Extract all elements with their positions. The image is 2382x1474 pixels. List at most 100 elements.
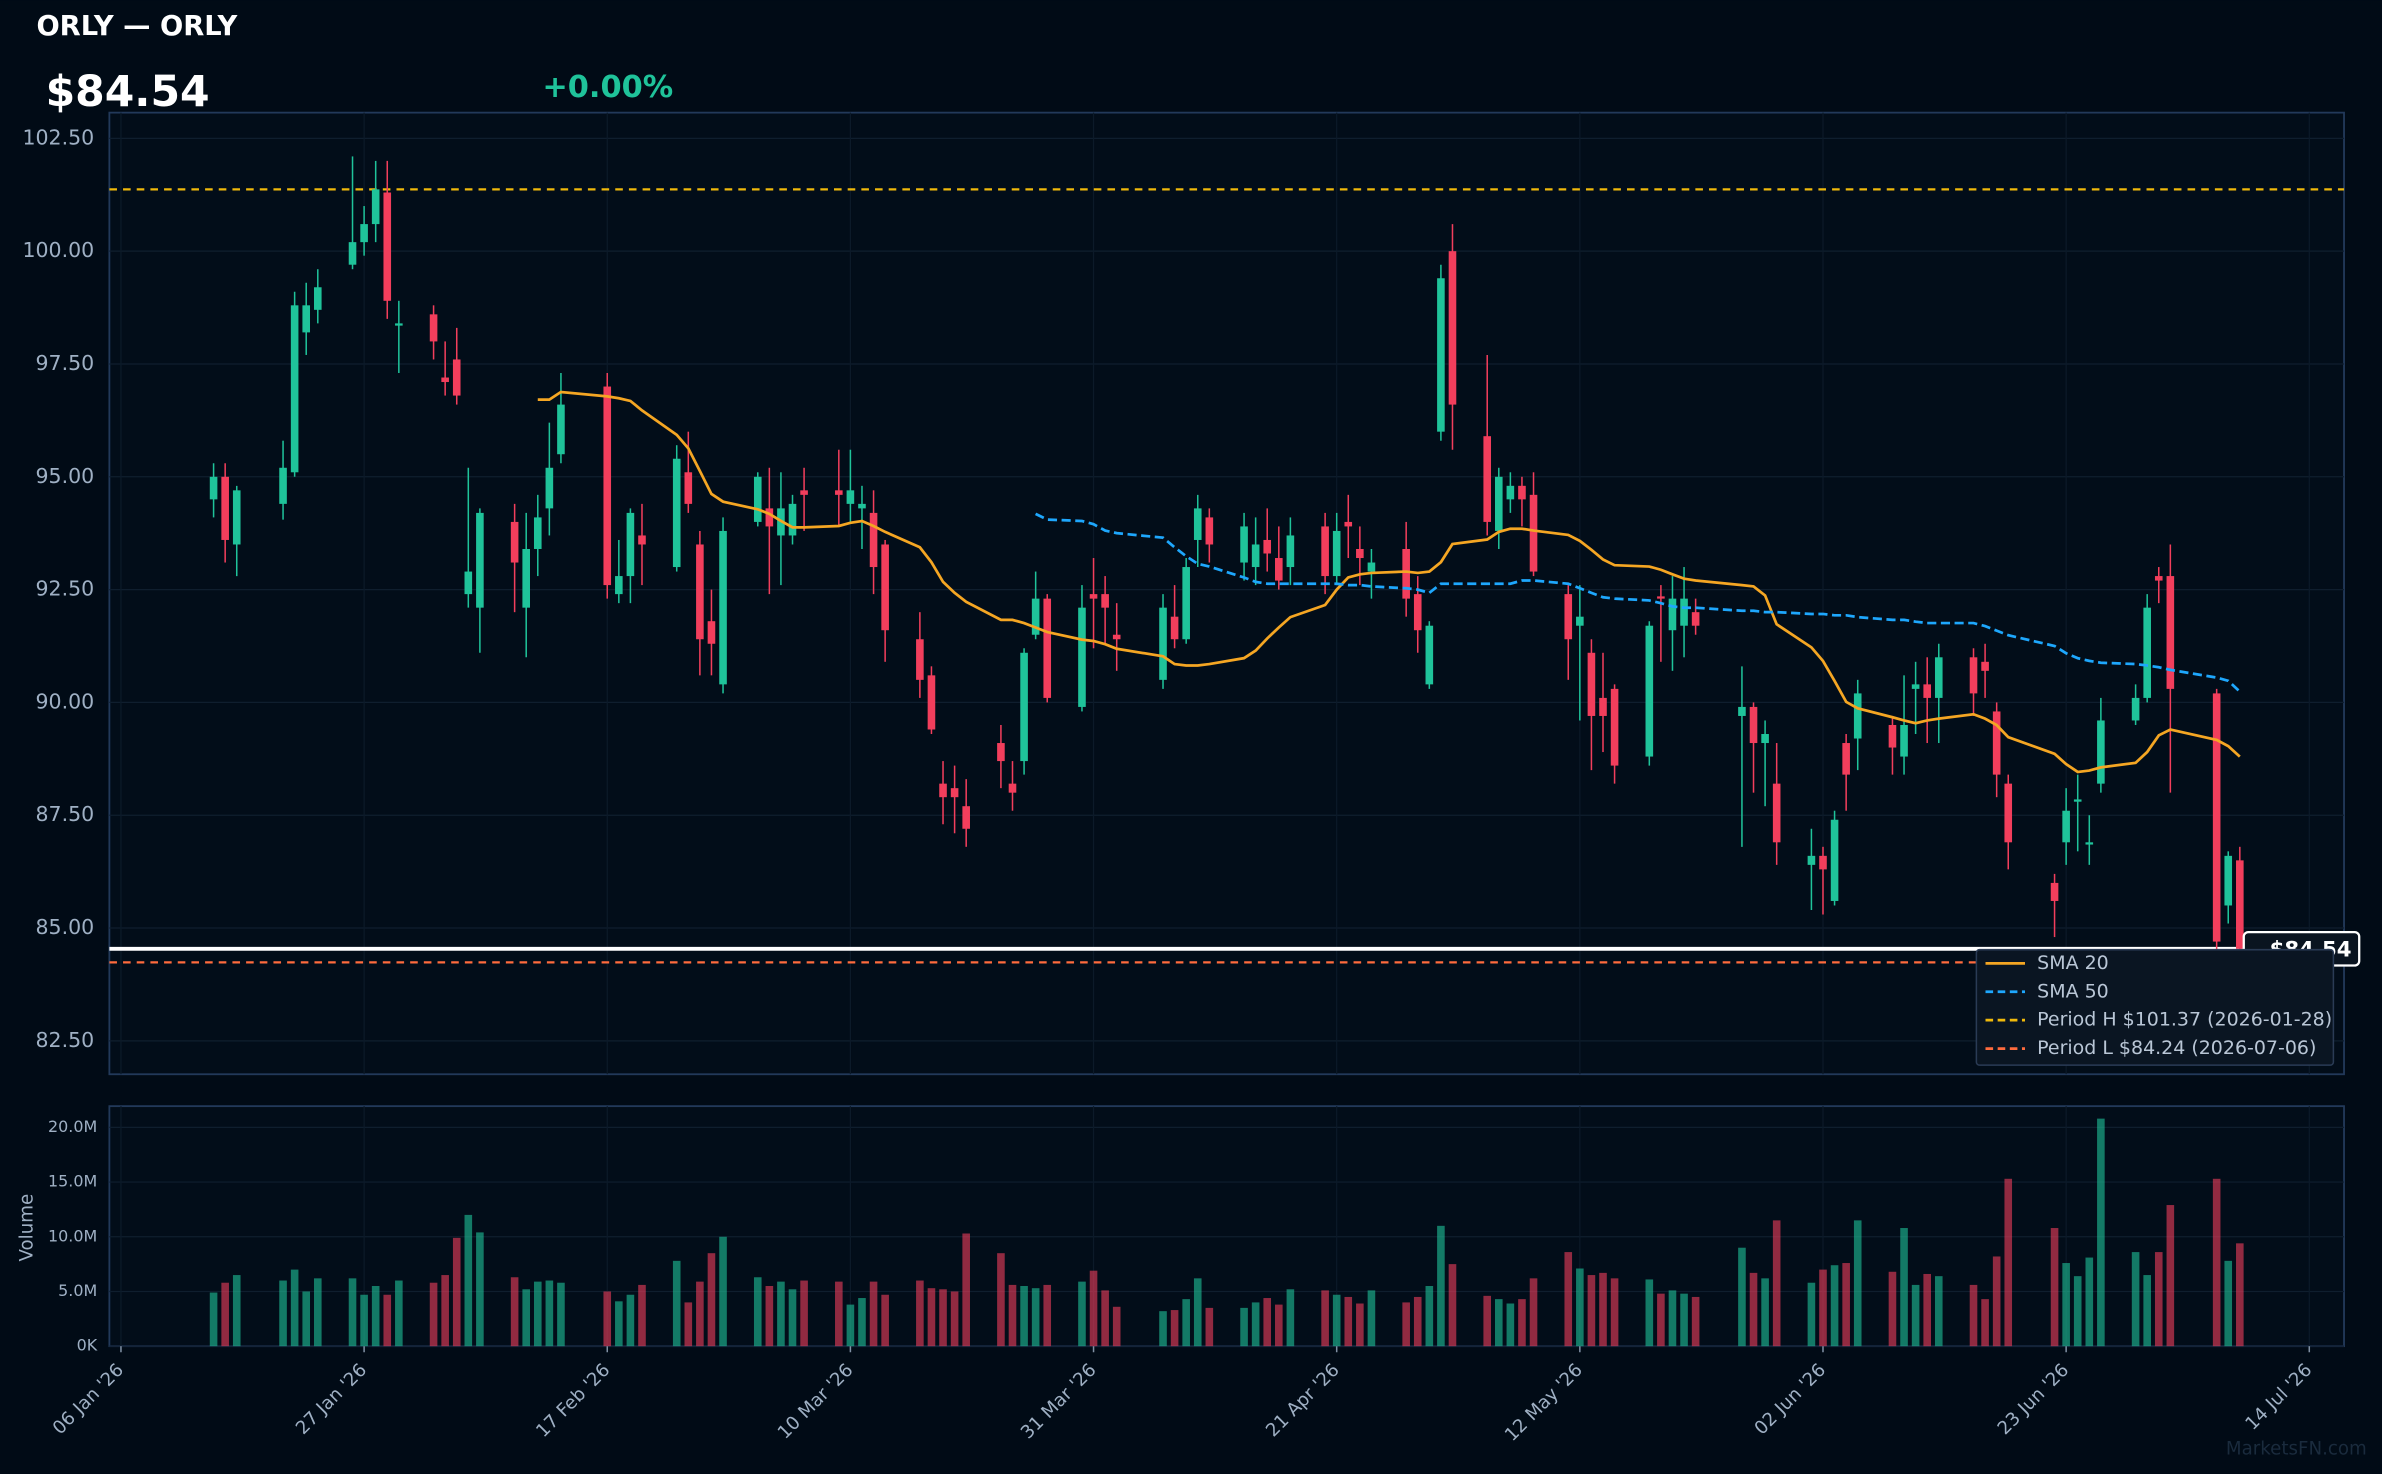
candle-body — [615, 576, 623, 595]
volume-axis-label: Volume — [16, 1194, 37, 1262]
volume-bar — [1413, 1296, 1422, 1347]
candle-body — [1587, 652, 1596, 716]
volume-bar — [1680, 1293, 1688, 1347]
candle-body — [464, 571, 473, 595]
candle-body — [1356, 548, 1364, 559]
candle-body — [1830, 819, 1839, 901]
candle-body — [522, 548, 531, 608]
volume-bar — [626, 1294, 635, 1347]
volume-bar — [672, 1260, 681, 1347]
volume-bar — [753, 1277, 762, 1347]
volume-bar — [348, 1278, 357, 1347]
volume-bar — [1483, 1295, 1492, 1347]
candle-body — [2212, 693, 2221, 942]
volume-bar — [1078, 1281, 1086, 1347]
candle-body — [881, 544, 889, 631]
volume-bar — [557, 1282, 565, 1347]
candle-body — [1738, 706, 1746, 716]
candle-body — [452, 359, 461, 396]
volume-bar — [1020, 1286, 1028, 1347]
candle-body — [1205, 517, 1214, 545]
candle-body — [1286, 535, 1295, 568]
volume-bar — [939, 1289, 947, 1347]
volume-bar — [1564, 1252, 1573, 1347]
candle-body — [1969, 657, 1978, 694]
candle-body — [2062, 810, 2070, 843]
candle-body — [1564, 594, 1573, 640]
candle-body — [1332, 530, 1341, 577]
volume-bar — [1900, 1228, 1908, 1347]
volume-bar — [858, 1298, 866, 1347]
last-price: $84.54 — [46, 68, 210, 117]
volume-bar — [1761, 1278, 1769, 1347]
volume-bar — [1842, 1263, 1850, 1347]
candle-body — [997, 743, 1005, 762]
candle-body — [1402, 548, 1410, 599]
volume-bar — [1807, 1282, 1816, 1347]
volume-bar — [1448, 1264, 1457, 1347]
volume-bar — [927, 1288, 936, 1347]
volume-bar — [2143, 1275, 2151, 1347]
candle-body — [696, 544, 704, 640]
volume-bar — [429, 1282, 438, 1347]
volume-bar — [1610, 1278, 1619, 1347]
candle-body — [557, 404, 565, 455]
volume-bar — [1193, 1278, 1202, 1347]
candle-body — [383, 192, 392, 301]
legend-box — [1975, 948, 2335, 1066]
candle-body — [1159, 607, 1167, 680]
candle-body — [719, 530, 727, 685]
candle-body — [290, 305, 299, 473]
volume-bar — [1170, 1310, 1179, 1347]
volume-bar — [1853, 1220, 1862, 1347]
candle-body — [1170, 616, 1179, 640]
legend-label: Period L $84.24 (2026-07-06) — [2037, 1037, 2316, 1059]
volume-bar — [1668, 1290, 1677, 1347]
y-tick-label: 90.00 — [35, 689, 94, 713]
candle-body — [927, 675, 936, 730]
volume-bar — [1286, 1289, 1295, 1347]
volume-bar — [881, 1294, 889, 1347]
volume-bar — [615, 1301, 623, 1347]
candle-body — [302, 305, 311, 333]
volume-bar — [2212, 1178, 2221, 1347]
volume-bar — [1367, 1290, 1376, 1347]
volume-tick-label: 15.0M — [48, 1172, 97, 1191]
volume-bar — [962, 1233, 970, 1347]
volume-bar — [510, 1277, 519, 1347]
volume-bar — [800, 1280, 808, 1347]
volume-bar — [2097, 1118, 2105, 1347]
candle-body — [1112, 634, 1121, 640]
candle-body — [1529, 494, 1538, 572]
y-tick-label: 82.50 — [35, 1028, 94, 1052]
candle-body — [2224, 855, 2233, 906]
volume-bar — [395, 1280, 403, 1347]
price-panel — [108, 111, 2345, 1076]
volume-bar — [1008, 1284, 1017, 1347]
y-tick-label: 102.50 — [22, 125, 94, 149]
volume-bar — [696, 1281, 704, 1347]
candle-body — [1275, 558, 1283, 581]
candle-body — [360, 224, 368, 243]
volume-bar — [1518, 1299, 1526, 1347]
candle-body — [2236, 860, 2244, 949]
volume-bar — [1344, 1296, 1353, 1347]
candle-body — [1031, 598, 1040, 635]
candle-body — [1020, 652, 1028, 762]
volume-bar — [1263, 1298, 1272, 1347]
volume-bar — [452, 1237, 461, 1347]
candle-body — [1772, 783, 1781, 843]
candle-body — [788, 503, 797, 536]
volume-tick-label: 5.0M — [58, 1281, 97, 1300]
volume-bar — [2131, 1252, 2140, 1347]
volume-bar — [1587, 1275, 1596, 1347]
candle-body — [1668, 598, 1677, 631]
volume-bar — [1356, 1303, 1364, 1347]
candle-body — [1518, 485, 1526, 500]
volume-bar — [522, 1289, 531, 1347]
candle-body — [1807, 855, 1816, 865]
y-tick-label: 100.00 — [22, 238, 94, 262]
volume-bar — [2062, 1263, 2070, 1347]
volume-bar — [2166, 1205, 2175, 1347]
